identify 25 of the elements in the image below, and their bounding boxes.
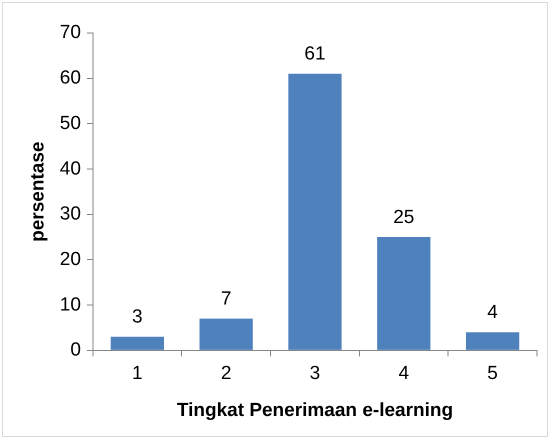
bar bbox=[110, 336, 164, 350]
y-tick-label: 30 bbox=[60, 204, 81, 225]
data-label: 3 bbox=[132, 306, 143, 328]
data-label: 25 bbox=[393, 206, 414, 228]
y-tick-label: 20 bbox=[60, 248, 81, 270]
bar bbox=[466, 332, 520, 350]
y-axis-title: persentase bbox=[28, 142, 49, 242]
data-label: 7 bbox=[220, 288, 232, 310]
x-tick-label: 2 bbox=[220, 363, 232, 384]
y-tick-label: 60 bbox=[60, 68, 81, 89]
x-tick-label: 4 bbox=[398, 363, 410, 384]
y-tick-label: 50 bbox=[60, 112, 81, 134]
bar bbox=[200, 318, 253, 350]
bar bbox=[377, 237, 430, 350]
bar bbox=[288, 74, 342, 350]
x-tick-label: 1 bbox=[132, 363, 143, 384]
y-tick-label: 0 bbox=[70, 340, 81, 361]
x-tick-label: 5 bbox=[487, 363, 498, 384]
y-tick-label: 70 bbox=[60, 22, 81, 44]
y-tick-label: 40 bbox=[60, 158, 81, 180]
data-label: 4 bbox=[487, 302, 498, 323]
y-tick-label: 10 bbox=[60, 294, 81, 316]
data-label: 61 bbox=[304, 44, 326, 65]
x-axis-title: Tingkat Penerimaan e-learning bbox=[176, 400, 454, 421]
x-tick-label: 3 bbox=[310, 363, 320, 384]
